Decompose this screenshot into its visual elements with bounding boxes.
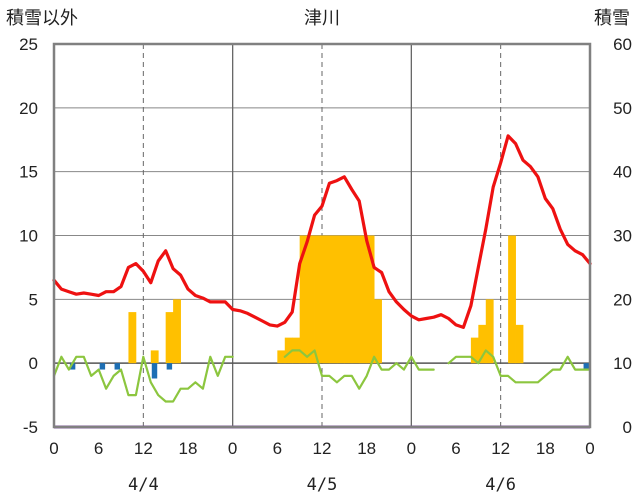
x-tick-label: 12 [313, 439, 332, 458]
snowfall-bar [359, 235, 368, 364]
left-tick-label: -5 [23, 418, 38, 437]
snow-depth-line [447, 349, 592, 384]
snowfall-bar [470, 337, 479, 364]
date-label: 4/6 [485, 475, 516, 495]
snowfall-bar [374, 299, 382, 364]
left-tick-label: 20 [19, 99, 38, 118]
date-label: 4/5 [307, 475, 338, 495]
snowfall-bar [284, 337, 293, 364]
left-tick-label: 5 [29, 290, 38, 309]
x-tick-label: 6 [94, 439, 103, 458]
x-tick-label: 18 [179, 439, 198, 458]
precipitation-bar [583, 363, 589, 370]
snowfall-bar [128, 312, 137, 364]
precipitation-bar [99, 363, 106, 370]
left-axis-label: 積雪以外 [6, 8, 78, 28]
date-label: 4/4 [128, 475, 159, 495]
chart-frame [52, 42, 592, 429]
snowfall-bar [299, 235, 308, 364]
snowfall-bar [307, 235, 315, 364]
x-tick-label: 12 [491, 439, 510, 458]
x-tick-label: 18 [536, 439, 555, 458]
x-tick-label: 0 [228, 439, 237, 458]
chart-title: 津川 [304, 8, 340, 28]
x-tick-label: 6 [273, 439, 282, 458]
x-tick-label: 0 [49, 439, 58, 458]
precipitation-bar [151, 363, 158, 379]
right-tick-label: 60 [613, 35, 632, 54]
snowfall-bar [277, 350, 286, 364]
chart-bars [69, 235, 589, 379]
snowfall-bar [336, 235, 345, 364]
precipitation-bar [166, 363, 173, 370]
right-axis-label: 積雪 [594, 8, 630, 28]
right-tick-label: 40 [613, 163, 632, 182]
snowfall-bar [322, 235, 330, 364]
temperature-line [52, 134, 592, 329]
snowfall-bar [329, 235, 338, 364]
left-tick-label: 10 [19, 227, 38, 246]
precipitation-bar [69, 363, 76, 370]
right-tick-label: 0 [623, 418, 632, 437]
snowfall-bar [508, 235, 516, 364]
left-tick-label: 0 [29, 354, 38, 373]
snowfall-bar [150, 350, 159, 364]
x-tick-label: 12 [134, 439, 153, 458]
snow-depth-line [283, 349, 435, 390]
snowfall-bar [314, 235, 323, 364]
precipitation-bar [114, 363, 120, 370]
snowfall-bar [351, 235, 360, 364]
right-tick-label: 50 [613, 99, 632, 118]
right-tick-label: 20 [613, 290, 632, 309]
x-tick-label: 6 [451, 439, 460, 458]
x-tick-label: 18 [357, 439, 376, 458]
snowfall-bar [173, 299, 181, 364]
x-tick-label: 0 [585, 439, 594, 458]
plot-frame [52, 42, 592, 429]
snowfall-bar [515, 324, 524, 364]
snowfall-bar [344, 235, 353, 364]
right-tick-label: 10 [613, 354, 632, 373]
chart-lines [52, 134, 592, 403]
snow-depth-line [52, 355, 234, 403]
x-tick-label: 0 [407, 439, 416, 458]
left-tick-label: 15 [19, 163, 38, 182]
snowfall-bar [165, 312, 174, 364]
left-tick-label: 25 [19, 35, 38, 54]
snowfall-bar [366, 235, 375, 364]
snowfall-bar [485, 299, 494, 364]
right-tick-label: 30 [613, 227, 632, 246]
snowfall-bar [478, 324, 487, 364]
